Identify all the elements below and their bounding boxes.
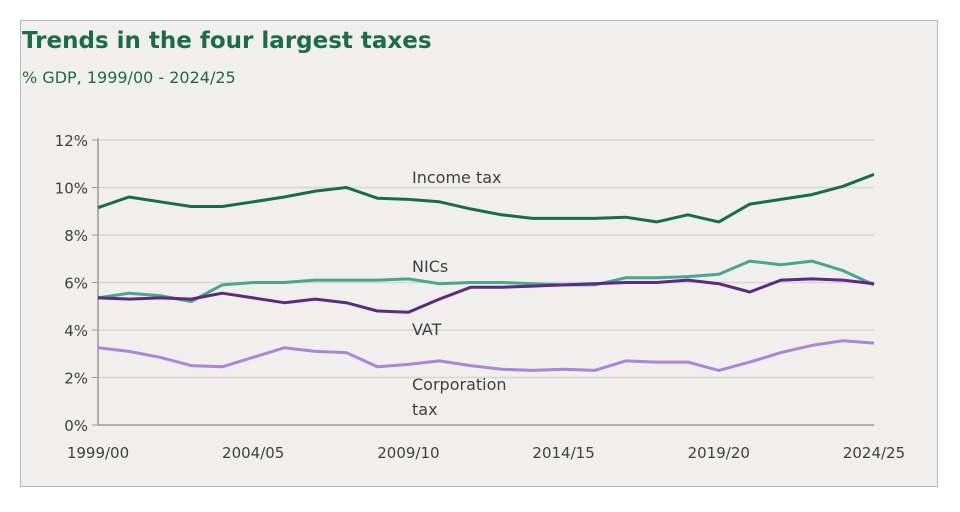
series-label: tax [412,400,438,419]
series-label: Income tax [412,168,502,187]
y-tick-label: 8% [64,227,88,245]
y-tick-label: 4% [64,322,88,340]
series-label: NICs [412,257,448,276]
chart-panel [20,20,938,487]
x-tick-label: 2014/15 [532,444,594,462]
series-label: Corporation [412,375,507,394]
chart-title: Trends in the four largest taxes [22,28,432,54]
x-tick-label: 2009/10 [377,444,439,462]
x-tick-label: 1999/00 [67,444,129,462]
y-tick-label: 6% [64,275,88,293]
y-tick-label: 0% [64,417,88,435]
series-label: VAT [412,320,442,339]
x-tick-label: 2024/25 [843,444,905,462]
chart-subtitle: % GDP, 1999/00 - 2024/25 [22,68,236,87]
x-tick-label: 2019/20 [688,444,750,462]
y-tick-label: 2% [64,370,88,388]
series-line-vat [97,277,875,314]
y-tick-label: 10% [55,180,88,198]
series-line-income-tax [97,172,875,224]
x-tick-label: 2004/05 [222,444,284,462]
series-line-nics [97,259,875,303]
y-tick-label: 12% [55,132,88,150]
series-line-corporation-tax [97,339,875,372]
